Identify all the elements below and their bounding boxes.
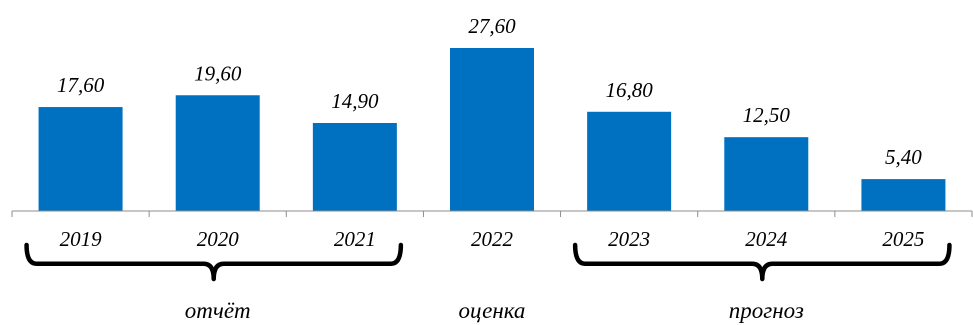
x-tick-label-2019: 2019	[60, 227, 103, 251]
bar-2022	[450, 48, 534, 211]
x-tick-label-2024: 2024	[745, 227, 788, 251]
x-tick-label-2022: 2022	[471, 227, 514, 251]
data-label-2023: 16,80	[606, 78, 654, 102]
x-axis-ticks	[11, 211, 973, 217]
x-tick-label-2023: 2023	[608, 227, 650, 251]
data-label-2019: 17,60	[57, 73, 105, 97]
group-label-2: прогноз	[729, 298, 804, 323]
data-label-2025: 5,40	[885, 145, 922, 169]
group-label-1: оценка	[459, 298, 526, 323]
brace-2	[572, 242, 952, 282]
group-labels-layer: отчёт оценка прогноз	[185, 298, 804, 323]
group-label-0: отчёт	[185, 298, 251, 323]
x-axis-tick-labels: 2019 2020 2021 2022 2023 2024 2025	[60, 227, 925, 251]
bar-2019	[38, 107, 123, 211]
data-label-2021: 14,90	[331, 89, 379, 113]
bar-2023	[587, 111, 672, 211]
bar-2021	[312, 123, 397, 211]
x-tick-label-2021: 2021	[334, 227, 376, 251]
bar-2025	[861, 179, 946, 211]
data-label-2022: 27,60	[468, 14, 516, 38]
bar-2020	[175, 95, 260, 211]
group-braces	[24, 242, 952, 282]
data-label-2020: 19,60	[194, 61, 242, 85]
x-tick-label-2025: 2025	[882, 227, 924, 251]
brace-0	[24, 242, 404, 282]
value-labels-layer: 17,60 19,60 14,90 27,60 16,80 12,50 5,40	[57, 14, 922, 169]
x-tick-label-2020: 2020	[197, 227, 240, 251]
data-label-2024: 12,50	[743, 103, 791, 127]
bars-layer	[38, 48, 946, 211]
bar-2024	[724, 137, 809, 211]
